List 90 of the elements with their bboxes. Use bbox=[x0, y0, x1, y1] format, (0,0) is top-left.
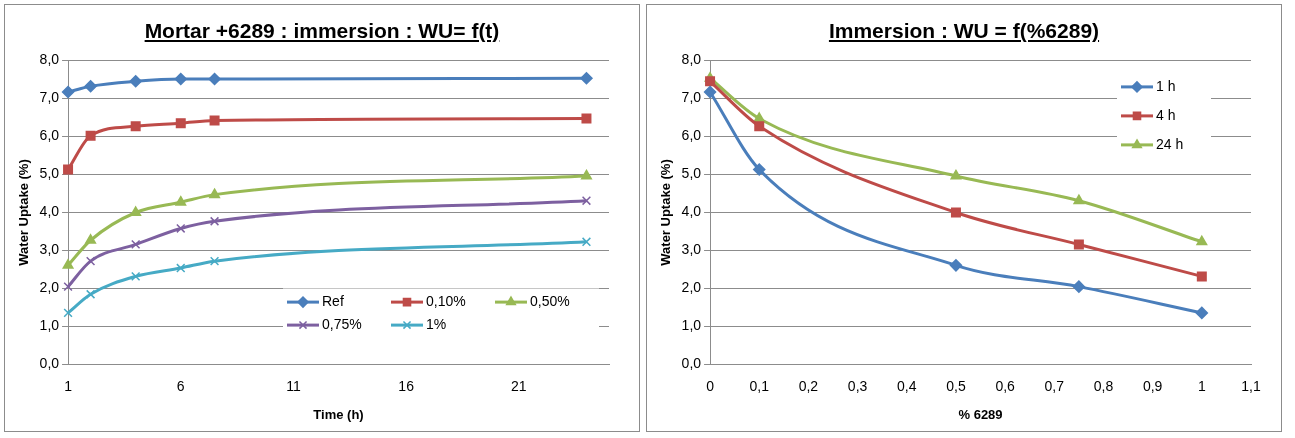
x-axis-title: Time (h) bbox=[313, 406, 364, 422]
x-tick-label: 21 bbox=[511, 377, 527, 394]
legend-label: 0,10% bbox=[426, 292, 466, 309]
x-tick-label: 0 bbox=[706, 377, 715, 394]
point bbox=[84, 80, 97, 93]
y-tick-label: 2,0 bbox=[39, 279, 60, 296]
y-tick-label: 0,0 bbox=[681, 355, 702, 372]
y-tick-label: 6,0 bbox=[39, 127, 60, 144]
point bbox=[85, 256, 96, 266]
y-tick-label: 8,0 bbox=[681, 51, 702, 68]
x-tick-label: 0,1 bbox=[749, 377, 770, 394]
point bbox=[1073, 239, 1084, 250]
y-axis-title: Water Uptake (%) bbox=[16, 159, 32, 266]
point bbox=[752, 163, 766, 176]
legend-label: 0,50% bbox=[530, 292, 570, 309]
point bbox=[85, 130, 96, 141]
point bbox=[581, 237, 592, 247]
point bbox=[754, 121, 765, 132]
x-tick-label: 0,8 bbox=[1093, 377, 1114, 394]
x-tick-label: 0,5 bbox=[946, 377, 966, 394]
point bbox=[1195, 306, 1209, 320]
y-tick-label: 6,0 bbox=[681, 127, 702, 144]
point bbox=[174, 72, 188, 86]
point bbox=[209, 256, 220, 266]
x-tick-label: 6 bbox=[176, 377, 185, 394]
x-tick-label: 1 bbox=[64, 377, 73, 394]
point bbox=[950, 169, 962, 180]
point bbox=[950, 207, 961, 218]
y-tick-label: 0,0 bbox=[39, 355, 60, 372]
y-tick-label: 7,0 bbox=[681, 89, 702, 106]
x-tick-label: 1 bbox=[1197, 377, 1206, 394]
point bbox=[85, 234, 97, 244]
legend-label: 0,75% bbox=[322, 315, 362, 332]
legend-label: 24 h bbox=[1156, 135, 1184, 152]
point bbox=[209, 115, 220, 126]
y-tick-label: 2,0 bbox=[681, 279, 702, 296]
y-tick-label: 4,0 bbox=[39, 203, 60, 220]
y-tick-label: 8,0 bbox=[39, 51, 60, 68]
point bbox=[1196, 271, 1207, 282]
point bbox=[581, 113, 592, 124]
x-axis-title: % 6289 bbox=[958, 406, 1003, 422]
x-tick-label: 16 bbox=[398, 377, 415, 394]
point bbox=[130, 121, 141, 132]
point bbox=[61, 85, 75, 99]
point bbox=[129, 75, 142, 88]
x-tick-label: 0,4 bbox=[897, 377, 917, 394]
y-tick-label: 4,0 bbox=[681, 203, 702, 220]
point bbox=[62, 259, 74, 269]
point bbox=[85, 289, 96, 299]
point bbox=[580, 72, 593, 85]
x-tick-label: 0,2 bbox=[798, 377, 819, 394]
point bbox=[580, 169, 592, 180]
point bbox=[1196, 235, 1208, 246]
legend-label: 4 h bbox=[1156, 106, 1176, 123]
point bbox=[1072, 280, 1086, 293]
y-tick-label: 5,0 bbox=[681, 165, 702, 182]
point bbox=[1073, 194, 1085, 205]
x-tick-label: 0,9 bbox=[1142, 377, 1163, 394]
point bbox=[176, 223, 186, 234]
point bbox=[131, 239, 141, 250]
point bbox=[63, 308, 73, 318]
x-tick-label: 1,1 bbox=[1241, 377, 1261, 394]
point bbox=[175, 118, 186, 129]
x-tick-label: 0,7 bbox=[1044, 377, 1065, 394]
y-tick-label: 1,0 bbox=[681, 317, 702, 334]
point bbox=[131, 271, 141, 282]
legend-label: 1% bbox=[426, 315, 447, 332]
point bbox=[949, 259, 963, 272]
y-tick-label: 5,0 bbox=[39, 165, 60, 182]
point bbox=[581, 196, 592, 206]
legend-label: Ref bbox=[322, 292, 344, 309]
point bbox=[175, 195, 187, 206]
chart-title: Immersion : WU = f(%6289) bbox=[827, 19, 1101, 43]
chart-title: Mortar +6289 : immersion : WU= f(t) bbox=[143, 19, 501, 43]
point bbox=[209, 216, 220, 226]
y-tick-label: 7,0 bbox=[39, 89, 60, 106]
point bbox=[705, 76, 716, 87]
x-tick-label: 0,3 bbox=[847, 377, 868, 394]
point bbox=[176, 263, 186, 273]
point bbox=[703, 85, 717, 99]
x-tick-label: 0,6 bbox=[995, 377, 1016, 394]
y-axis-title: Water Uptake (%) bbox=[658, 159, 674, 266]
y-tick-label: 3,0 bbox=[39, 241, 60, 258]
y-tick-label: 3,0 bbox=[681, 241, 702, 258]
point bbox=[130, 206, 142, 216]
legend-label: 1 h bbox=[1156, 77, 1176, 94]
x-tick-label: 11 bbox=[286, 377, 301, 394]
y-tick-label: 1,0 bbox=[39, 317, 60, 334]
point bbox=[208, 72, 221, 86]
point bbox=[209, 188, 221, 199]
